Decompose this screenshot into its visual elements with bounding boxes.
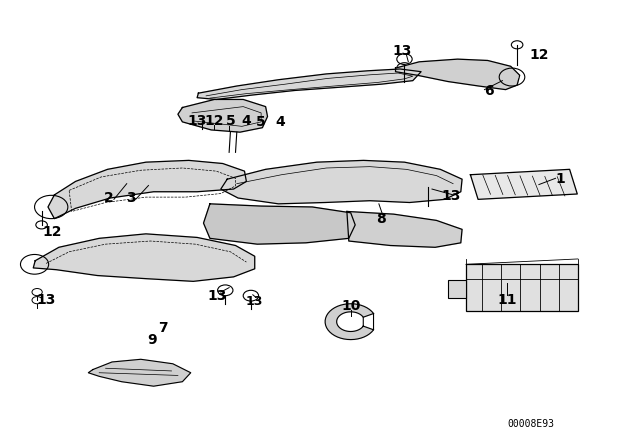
Polygon shape bbox=[88, 359, 191, 386]
Text: 11: 11 bbox=[498, 293, 517, 307]
Text: 5: 5 bbox=[225, 114, 236, 128]
Polygon shape bbox=[396, 59, 520, 90]
Text: 8: 8 bbox=[376, 211, 386, 226]
Text: 13: 13 bbox=[188, 114, 207, 128]
Text: 6: 6 bbox=[484, 84, 494, 99]
Text: 13: 13 bbox=[442, 189, 461, 203]
Text: 2: 2 bbox=[104, 191, 114, 205]
Text: 4: 4 bbox=[275, 115, 285, 129]
Text: 5: 5 bbox=[256, 115, 266, 129]
Text: 13: 13 bbox=[36, 293, 56, 307]
Text: 12: 12 bbox=[205, 114, 224, 128]
Text: 7: 7 bbox=[158, 321, 168, 335]
Polygon shape bbox=[347, 211, 462, 247]
Bar bbox=[466, 264, 578, 311]
Text: 1: 1 bbox=[555, 172, 565, 186]
Polygon shape bbox=[221, 160, 462, 204]
Text: 12: 12 bbox=[43, 225, 62, 239]
Text: 3: 3 bbox=[126, 191, 136, 205]
Polygon shape bbox=[204, 204, 355, 244]
Text: 00008E93: 00008E93 bbox=[508, 419, 555, 429]
Polygon shape bbox=[178, 99, 268, 132]
Circle shape bbox=[506, 73, 518, 82]
Polygon shape bbox=[470, 169, 577, 199]
Polygon shape bbox=[33, 234, 255, 281]
Text: 10: 10 bbox=[341, 298, 360, 313]
Text: 4: 4 bbox=[241, 114, 252, 128]
Polygon shape bbox=[48, 160, 246, 219]
Polygon shape bbox=[325, 304, 374, 340]
Text: 9: 9 bbox=[147, 333, 157, 348]
Text: 13: 13 bbox=[246, 294, 264, 308]
Bar bbox=[448, 280, 466, 298]
Text: 13: 13 bbox=[208, 289, 227, 303]
Text: 13: 13 bbox=[392, 44, 412, 58]
Polygon shape bbox=[197, 69, 421, 99]
Text: 12: 12 bbox=[529, 47, 548, 62]
